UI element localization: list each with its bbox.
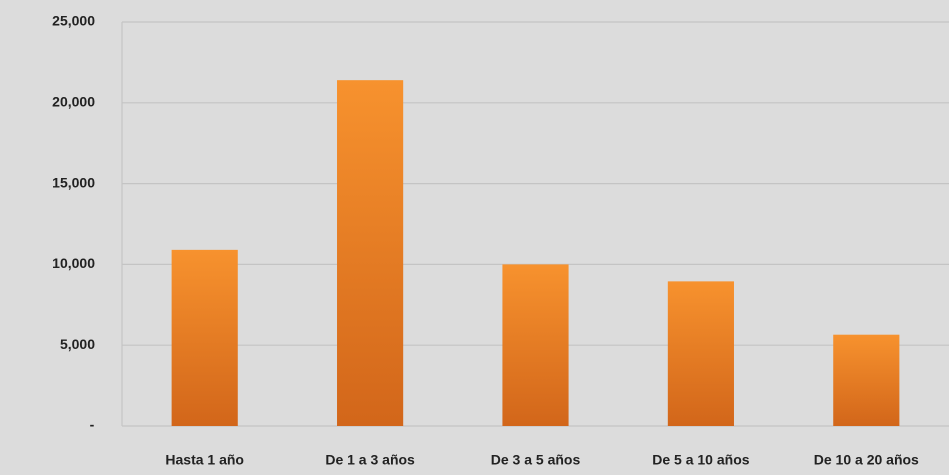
bar [171, 249, 238, 426]
x-tick-label: De 1 a 3 años [325, 452, 415, 468]
y-tick-label: 5,000 [60, 336, 95, 352]
bar [667, 281, 734, 426]
y-tick-label: 25,000 [52, 13, 95, 29]
y-tick-label: - [90, 417, 95, 433]
x-tick-label: De 3 a 5 años [491, 452, 581, 468]
x-tick-label: De 5 a 10 años [652, 452, 749, 468]
bar [337, 80, 404, 427]
bar [502, 264, 569, 426]
x-tick-label: De 10 a 20 años [814, 452, 919, 468]
y-tick-label: 15,000 [52, 174, 95, 190]
y-tick-label: 10,000 [52, 255, 95, 271]
x-tick-label: Hasta 1 año [165, 452, 244, 468]
bar [833, 334, 900, 426]
y-tick-label: 20,000 [52, 94, 95, 110]
